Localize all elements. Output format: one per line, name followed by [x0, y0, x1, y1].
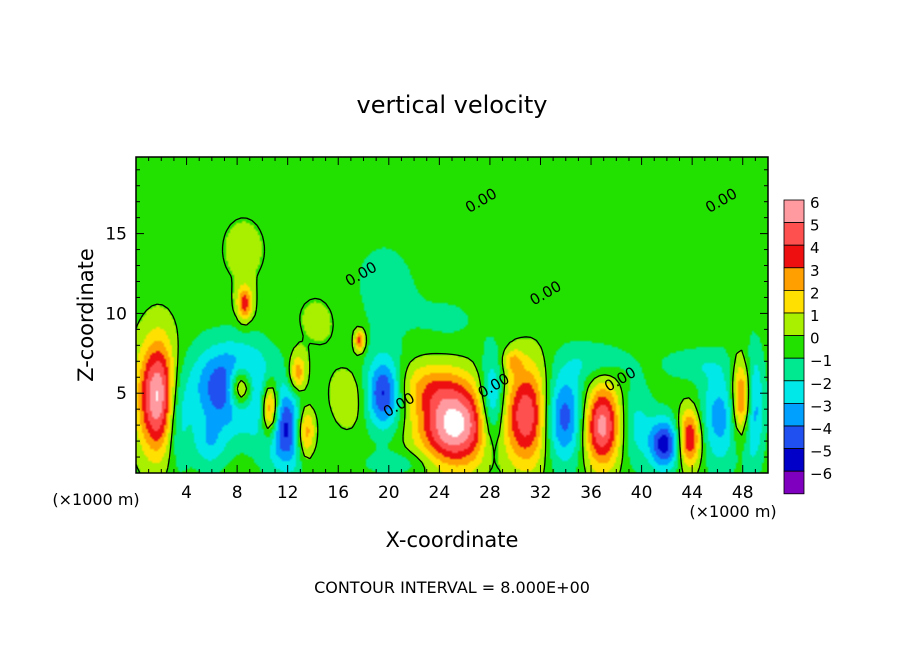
colorbar-swatch	[783, 425, 805, 450]
contour-interval-footer: CONTOUR INTERVAL = 8.000E+00	[314, 578, 590, 597]
colorbar-swatch	[783, 380, 805, 404]
colorbar-label: −6	[810, 465, 832, 483]
colorbar-swatch	[783, 402, 805, 427]
x-tick-label: 8	[232, 483, 243, 503]
x-axis-label: X-coordinate	[386, 528, 519, 552]
x-units-right: (×1000 m)	[689, 502, 776, 521]
colorbar-swatch	[783, 312, 805, 337]
colorbar-swatch	[783, 448, 805, 472]
x-axis: 4 8 12 16 20 24 28 32 36 40 44 48	[135, 157, 769, 503]
colorbar-label: −4	[810, 420, 832, 438]
x-units-left: (×1000 m)	[52, 490, 139, 509]
x-tick-label: 28	[479, 483, 501, 503]
x-tick-label: 36	[580, 483, 602, 503]
x-tick-label: 48	[732, 483, 754, 503]
colorbar-swatch	[783, 244, 805, 269]
x-tick-label: 4	[181, 483, 192, 503]
zero-contours	[135, 217, 750, 474]
velocity-field-heatmap	[136, 157, 768, 473]
zero-contour-line	[135, 217, 750, 474]
colorbar-swatch	[783, 335, 805, 359]
chart-title: vertical velocity	[357, 91, 548, 119]
colorbar-label: −1	[810, 352, 832, 370]
colorbar-label: 5	[810, 217, 820, 235]
colorbar-label: 2	[810, 284, 820, 302]
colorbar-label: −5	[810, 443, 832, 461]
plot-area: 0.00 0.000.000.000.000.00 0.00	[135, 156, 769, 474]
y-tick-label: 5	[116, 384, 127, 404]
colorbar-swatch	[783, 470, 805, 495]
x-tick-label: 40	[631, 483, 653, 503]
y-tick-label: 10	[105, 304, 127, 324]
colorbar-swatch	[783, 357, 805, 382]
colorbar-label: 4	[810, 239, 820, 257]
x-tick-label: 12	[277, 483, 299, 503]
x-tick-label: 44	[681, 483, 703, 503]
y-tick-label: 15	[105, 225, 127, 245]
x-tick-label: 32	[530, 483, 552, 503]
colorbar: 6 5 4 3 2 1 0 −1 −2 −3 −4 −5 −6	[783, 194, 832, 495]
y-axis: 5 10 15	[105, 169, 768, 458]
x-tick-label: 24	[429, 483, 451, 503]
colorbar-label: 3	[810, 262, 820, 280]
x-tick-label: 16	[327, 483, 349, 503]
colorbar-label: −3	[810, 397, 832, 415]
colorbar-swatch	[783, 289, 805, 314]
colorbar-swatch	[783, 199, 805, 224]
colorbar-swatch	[783, 222, 805, 246]
x-tick-label: 20	[378, 483, 400, 503]
y-axis-label: Z-coordinate	[74, 248, 98, 382]
colorbar-label: 0	[810, 330, 820, 348]
colorbar-swatch	[783, 267, 805, 291]
colorbar-label: 1	[810, 307, 820, 325]
colorbar-label: 6	[810, 194, 820, 212]
colorbar-label: −2	[810, 375, 832, 393]
